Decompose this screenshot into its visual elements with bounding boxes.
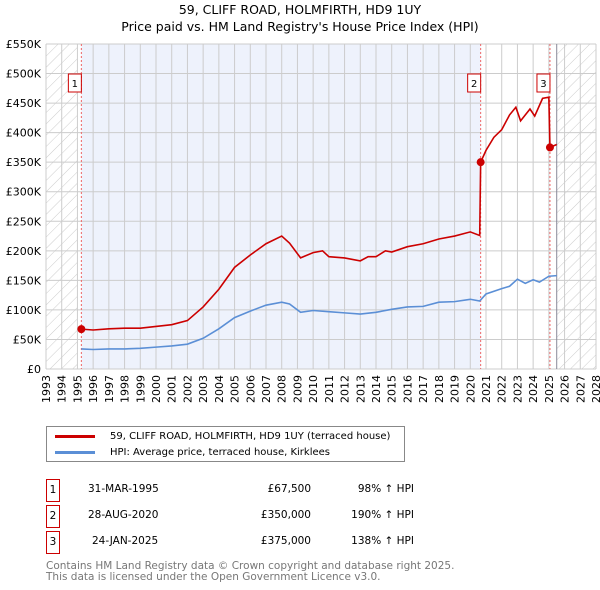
x-tick-label: 2000 <box>150 375 163 403</box>
x-tick-label: 2019 <box>449 375 462 403</box>
sale-point <box>545 143 554 152</box>
x-tick-label: 2023 <box>511 375 524 403</box>
x-tick-label: 2021 <box>480 375 493 403</box>
x-tick-label: 2005 <box>229 375 242 403</box>
x-tick-label: 2020 <box>464 375 477 403</box>
price-chart: 1993 1994 1995 1996 1997 1998 1999 2000 2001 2002… <box>6 38 600 403</box>
y-tick-label: £50K <box>13 333 42 346</box>
x-tick-label: 1998 <box>119 375 132 403</box>
sale-label-box <box>67 73 82 93</box>
sale-label-box <box>467 73 482 93</box>
legend-swatch-blue <box>55 451 95 454</box>
legend-item-property: 59, CLIFF ROAD, HOLMFIRTH, HD9 1UY (terr… <box>55 431 390 442</box>
y-tick-label: £150K <box>6 274 42 287</box>
sale-number: 3 <box>46 531 60 554</box>
property-price-line <box>81 96 558 331</box>
x-tick-label: 2026 <box>559 375 572 403</box>
hatched-region <box>556 44 596 369</box>
x-tick-label: 2011 <box>323 375 336 403</box>
y-tick-label: £500K <box>6 68 42 81</box>
sale-label-number: 1 <box>72 79 78 90</box>
sale-hpi-change: 190% ↑ HPI <box>351 509 414 521</box>
y-tick-label: £100K <box>6 304 42 317</box>
x-tick-label: 1997 <box>103 375 116 403</box>
y-tick-label: £550K <box>6 38 42 51</box>
x-tick-label: 2007 <box>260 375 273 403</box>
footer-licence: This data is licensed under the Open Gov… <box>46 571 381 583</box>
chart-subtitle: Price paid vs. HM Land Registry's House … <box>121 19 479 34</box>
x-tick-label: 2015 <box>386 375 399 403</box>
x-tick-label: 2009 <box>291 375 304 403</box>
sale-number: 2 <box>46 505 60 528</box>
sale-price: £375,000 <box>260 535 311 547</box>
x-tick-label: 2010 <box>307 375 320 403</box>
sale-price: £350,000 <box>260 509 311 521</box>
x-tick-label: 2028 <box>590 375 600 403</box>
x-tick-label: 2025 <box>543 375 556 403</box>
x-tick-label: 2013 <box>354 375 367 403</box>
y-tick-label: £200K <box>6 245 42 258</box>
sale-date: 24-JAN-2025 <box>92 535 159 547</box>
y-tick-label: £250K <box>6 215 42 228</box>
sale-row: 3 24-JAN-2025 £375,000 138% ↑ HPI <box>46 531 446 554</box>
legend-item-hpi: HPI: Average price, terraced house, Kirk… <box>55 447 330 458</box>
x-tick-label: 1993 <box>40 375 53 403</box>
y-tick-label: £0 <box>27 363 41 376</box>
x-tick-label: 2004 <box>213 375 226 403</box>
y-tick-label: £400K <box>6 127 42 140</box>
sale-date: 31-MAR-1995 <box>88 483 159 495</box>
x-tick-label: 1996 <box>87 375 100 403</box>
x-tick-label: 1994 <box>56 375 69 403</box>
sale-price: £67,500 <box>267 483 311 495</box>
y-tick-label: £350K <box>6 156 42 169</box>
sale-point <box>476 158 485 167</box>
x-tick-label: 2008 <box>276 375 289 403</box>
sale-hpi-change: 98% ↑ HPI <box>357 483 414 495</box>
x-tick-label: 2014 <box>370 375 383 403</box>
sale-row: 1 31-MAR-1995 £67,500 98% ↑ HPI <box>46 479 446 502</box>
x-tick-label: 2003 <box>197 375 210 403</box>
footer-copyright: Contains HM Land Registry data © Crown c… <box>46 560 455 572</box>
x-tick-label: 1995 <box>71 375 84 403</box>
legend-swatch-red <box>55 435 95 438</box>
sale-label-number: 3 <box>540 79 546 90</box>
legend: 59, CLIFF ROAD, HOLMFIRTH, HD9 1UY (terr… <box>46 426 405 462</box>
y-tick-label: £450K <box>6 97 42 110</box>
hpi-line <box>81 274 557 351</box>
shaded-ownership-period <box>81 44 481 369</box>
x-tick-label: 2016 <box>401 375 414 403</box>
x-tick-label: 2017 <box>417 375 430 403</box>
sale-label-number: 2 <box>471 79 477 90</box>
x-tick-label: 2001 <box>166 375 179 403</box>
x-tick-label: 2012 <box>339 375 352 403</box>
chart-title: 59, CLIFF ROAD, HOLMFIRTH, HD9 1UY <box>178 2 422 17</box>
sale-date: 28-AUG-2020 <box>88 509 159 521</box>
sale-label-box <box>536 73 551 93</box>
x-tick-label: 2022 <box>496 375 509 403</box>
sale-row: 2 28-AUG-2020 £350,000 190% ↑ HPI <box>46 505 446 528</box>
x-tick-label: 1999 <box>134 375 147 403</box>
y-tick-label: £300K <box>6 186 42 199</box>
sale-point <box>77 325 86 334</box>
x-tick-label: 2027 <box>574 375 587 403</box>
x-tick-label: 2006 <box>244 375 257 403</box>
sale-hpi-change: 138% ↑ HPI <box>351 535 414 547</box>
x-tick-label: 2024 <box>527 375 540 403</box>
x-tick-label: 2002 <box>181 375 194 403</box>
sale-number: 1 <box>46 479 60 502</box>
x-tick-label: 2018 <box>433 375 446 403</box>
